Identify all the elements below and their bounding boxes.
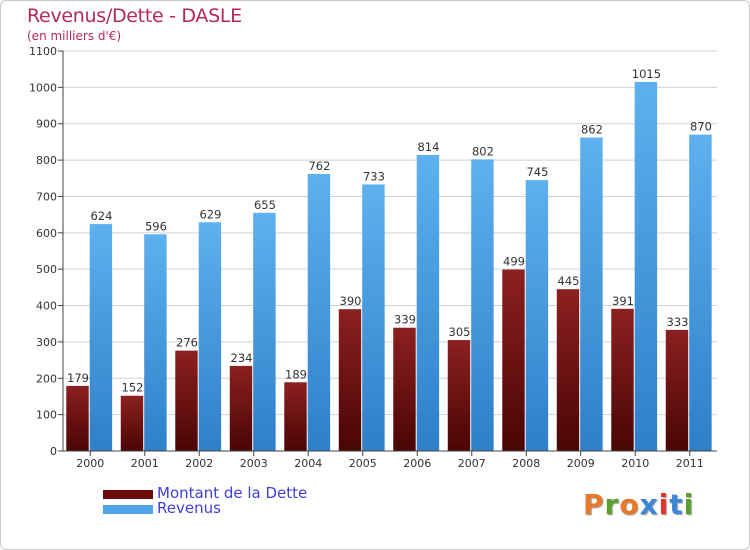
bars [66,81,712,452]
y-tick-label: 1100 [29,45,57,58]
data-label-debt: 499 [503,255,525,269]
bar-revenue [689,134,712,452]
data-label-revenue: 862 [581,123,603,137]
x-tick-label: 2003 [240,457,268,470]
y-tick-label: 400 [36,300,57,313]
data-label-revenue: 624 [90,209,112,223]
axes: 0 100 200 300 400 500 600 700 800 900 1000 1100 2000… [29,45,717,470]
logo-letter: i [658,488,670,521]
data-label-debt: 152 [122,381,144,395]
data-label-revenue: 814 [417,140,439,154]
data-label-debt: 305 [449,325,471,339]
data-label-debt: 445 [558,274,580,288]
y-tick-label: 1000 [29,81,57,94]
data-label-debt: 390 [340,294,362,308]
bar-revenue [307,173,331,451]
data-label-debt: 179 [67,371,89,385]
data-label-debt: 391 [612,294,634,308]
y-tick-label: 600 [36,227,57,240]
logo-letter: P [583,488,605,521]
legend-swatch-revenue [103,505,153,514]
y-tick-label: 800 [36,154,57,167]
x-tick-label: 2007 [458,457,486,470]
bar-debt [556,289,580,451]
bar-revenue [198,222,222,451]
logo-letter: t [669,488,684,521]
data-label-revenue: 745 [526,165,548,179]
y-tick-label: 100 [36,409,57,422]
y-tick-label: 0 [50,445,57,458]
bar-debt [229,365,253,451]
x-tick-label: 2010 [621,457,649,470]
bar-debt [120,395,144,451]
data-label-debt: 333 [667,315,689,329]
x-tick-label: 2000 [76,457,104,470]
bar-revenue [144,234,167,451]
proxiti-logo: Proxiti [583,488,694,521]
x-tick-label: 2002 [185,457,213,470]
data-label-debt: 234 [231,351,253,365]
data-label-debt: 276 [176,336,198,350]
y-tick-label: 700 [36,190,57,203]
x-tick-label: 2001 [131,457,159,470]
bar-debt [338,309,362,451]
chart-title: Revenus/Dette - DASLE [27,5,242,27]
x-tick-label: 2005 [349,457,377,470]
bar-debt [502,269,525,451]
bar-debt [66,385,89,451]
data-label-revenue: 802 [472,144,494,158]
x-tick-label: 2009 [567,457,595,470]
bar-debt [611,308,634,451]
logo-letter: i [683,488,695,521]
data-label-revenue: 762 [308,159,330,173]
data-label-revenue: 1015 [632,67,661,81]
data-label-debt: 189 [285,367,307,381]
x-tick-label: 2004 [294,457,322,470]
bar-debt [175,350,198,451]
y-tick-label: 500 [36,263,57,276]
data-labels: 179 624 152 596 276 629 234 655 189 762 390 733 339 8… [67,67,712,395]
bar-revenue [580,137,603,451]
bar-debt [284,382,307,451]
legend-label-debt: Montant de la Dette [157,484,308,502]
bar-revenue [253,212,276,451]
y-tick-label: 200 [36,372,57,385]
bar-revenue [362,184,385,452]
bar-revenue [416,155,440,451]
bar-debt [393,327,416,451]
bar-revenue [634,81,658,451]
data-label-debt: 339 [394,313,416,327]
bar-revenue [89,224,113,451]
data-label-revenue: 596 [145,219,167,233]
data-label-revenue: 629 [199,207,221,221]
legend-label-revenue: Revenus [157,499,221,517]
bar-debt [447,340,471,451]
bar-debt [665,329,689,451]
chart-subtitle: (en milliers d'€) [27,29,122,43]
x-tick-label: 2006 [403,457,431,470]
logo-letter: r [604,488,620,521]
bar-revenue [471,159,494,451]
data-label-revenue: 655 [254,198,276,212]
y-tick-label: 300 [36,336,57,349]
bar-revenue [525,180,549,451]
logo-letter: o [619,488,640,521]
y-tick-label: 900 [36,118,57,131]
gridlines [63,50,717,452]
logo-letter: x [639,488,659,521]
data-label-revenue: 870 [690,120,712,134]
legend-swatch-debt [103,490,153,499]
data-label-revenue: 733 [363,169,385,183]
x-tick-label: 2008 [512,457,540,470]
x-tick-label: 2011 [676,457,704,470]
